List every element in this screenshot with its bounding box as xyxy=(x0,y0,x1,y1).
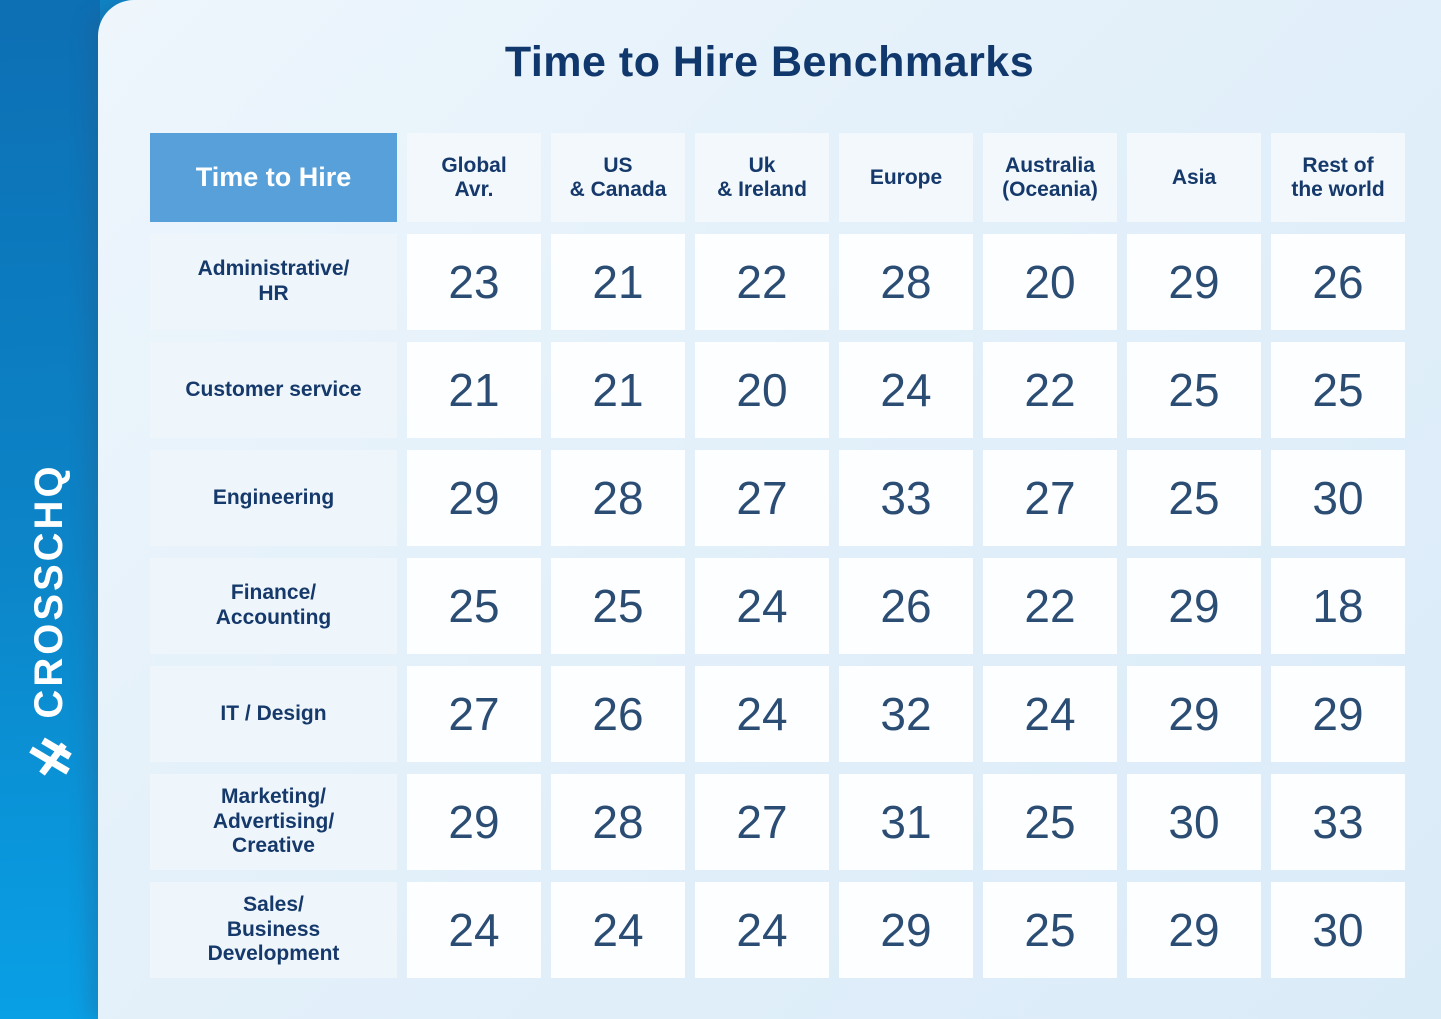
value-cell: 28 xyxy=(839,234,973,330)
value-cell: 27 xyxy=(695,774,829,870)
value-cell: 27 xyxy=(695,450,829,546)
value-cell: 20 xyxy=(983,234,1117,330)
value-cell: 31 xyxy=(839,774,973,870)
value-cell: 29 xyxy=(1127,882,1261,978)
value-cell: 33 xyxy=(1271,774,1405,870)
value-cell: 24 xyxy=(839,342,973,438)
value-cell: 22 xyxy=(983,558,1117,654)
value-cell: 29 xyxy=(1127,558,1261,654)
row-label-engineering: Engineering xyxy=(150,450,397,546)
value-cell: 32 xyxy=(839,666,973,762)
page-title: Time to Hire Benchmarks xyxy=(504,38,1035,86)
value-cell: 26 xyxy=(1271,234,1405,330)
row-label-sales-business-development: Sales/ Business Development xyxy=(150,882,397,978)
row-label-customer-service: Customer service xyxy=(150,342,397,438)
value-cell: 25 xyxy=(983,774,1117,870)
value-cell: 24 xyxy=(695,558,829,654)
column-header-uk-ireland: Uk & Ireland xyxy=(695,133,829,222)
column-header-australia: Australia (Oceania) xyxy=(983,133,1117,222)
corner-header-cell: Time to Hire xyxy=(150,133,397,222)
value-cell: 22 xyxy=(983,342,1117,438)
value-cell: 25 xyxy=(407,558,541,654)
value-cell: 33 xyxy=(839,450,973,546)
column-header-asia: Asia xyxy=(1127,133,1261,222)
value-cell: 24 xyxy=(983,666,1117,762)
value-cell: 25 xyxy=(983,882,1117,978)
value-cell: 25 xyxy=(1271,342,1405,438)
column-header-global-avr: Global Avr. xyxy=(407,133,541,222)
value-cell: 29 xyxy=(839,882,973,978)
row-label-marketing-advertising-creative: Marketing/ Advertising/ Creative xyxy=(150,774,397,870)
crosschq-mark-icon xyxy=(29,737,72,776)
value-cell: 24 xyxy=(407,882,541,978)
value-cell: 26 xyxy=(551,666,685,762)
value-cell: 24 xyxy=(695,882,829,978)
value-cell: 27 xyxy=(407,666,541,762)
value-cell: 30 xyxy=(1271,882,1405,978)
value-cell: 29 xyxy=(407,774,541,870)
value-cell: 29 xyxy=(407,450,541,546)
column-header-rest-of-world: Rest of the world xyxy=(1271,133,1405,222)
row-label-administrative-hr: Administrative/ HR xyxy=(150,234,397,330)
value-cell: 28 xyxy=(551,774,685,870)
value-cell: 30 xyxy=(1127,774,1261,870)
value-cell: 27 xyxy=(983,450,1117,546)
value-cell: 29 xyxy=(1271,666,1405,762)
value-cell: 24 xyxy=(695,666,829,762)
value-cell: 23 xyxy=(407,234,541,330)
brand-sidebar: CROSSCHQ xyxy=(0,0,100,1019)
value-cell: 25 xyxy=(551,558,685,654)
value-cell: 26 xyxy=(839,558,973,654)
value-cell: 25 xyxy=(1127,342,1261,438)
main-card: Time to Hire Benchmarks Time to Hire Glo… xyxy=(98,0,1441,1019)
column-header-europe: Europe xyxy=(839,133,973,222)
value-cell: 18 xyxy=(1271,558,1405,654)
value-cell: 29 xyxy=(1127,666,1261,762)
column-header-us-canada: US & Canada xyxy=(551,133,685,222)
value-cell: 21 xyxy=(407,342,541,438)
row-label-finance-accounting: Finance/ Accounting xyxy=(150,558,397,654)
benchmark-table: Time to Hire Global Avr. US & Canada Uk … xyxy=(150,133,1405,978)
value-cell: 24 xyxy=(551,882,685,978)
value-cell: 29 xyxy=(1127,234,1261,330)
value-cell: 30 xyxy=(1271,450,1405,546)
value-cell: 21 xyxy=(551,234,685,330)
value-cell: 21 xyxy=(551,342,685,438)
value-cell: 25 xyxy=(1127,450,1261,546)
value-cell: 28 xyxy=(551,450,685,546)
value-cell: 22 xyxy=(695,234,829,330)
value-cell: 20 xyxy=(695,342,829,438)
brand-logo-text: CROSSCHQ xyxy=(26,463,71,719)
row-label-it-design: IT / Design xyxy=(150,666,397,762)
